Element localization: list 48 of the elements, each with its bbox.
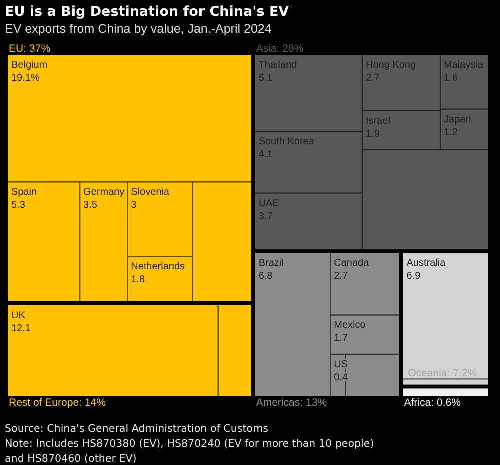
data-label: 2.7 — [366, 73, 380, 84]
category-label: Netherlands — [131, 262, 186, 273]
data-label: 1.8 — [131, 274, 146, 286]
data-label: 3.5 — [84, 200, 98, 212]
data-label: 3.7 — [258, 211, 274, 222]
category-label: Canada — [334, 258, 370, 269]
data-label: 4.1 — [258, 150, 274, 161]
data-label: 1.7 — [334, 333, 348, 344]
category-label: Belgium — [12, 60, 48, 71]
data-label: 5.3 — [12, 200, 26, 212]
category-label: Japan — [444, 114, 472, 126]
data-label: 5.1 — [258, 73, 274, 84]
series-label: Rest of Europe: — [9, 397, 82, 409]
data-label: 3 — [131, 200, 138, 212]
category-label: Brazil — [258, 258, 284, 269]
category-label: Slovenia — [131, 187, 170, 198]
text: 37% — [30, 43, 51, 55]
text: 28% — [282, 43, 304, 55]
data-label: 2.7 — [334, 270, 348, 282]
source-note: Source: China's General Administration of Customs — [5, 422, 270, 437]
text: EV exports from China by value, Jan.-April 2024 — [5, 22, 272, 36]
data-label: 19.1% — [12, 73, 40, 84]
category-label: Malaysia — [444, 60, 484, 71]
series-label: Asia: — [256, 43, 280, 55]
text: Note: Includes HS870380 (EV), HS870240 (EV for more than 10 people) and HS870460 (other EV) — [5, 437, 376, 465]
category-label: UAE — [258, 198, 280, 210]
category-label: Mexico — [334, 320, 366, 332]
data-label: 6.8 — [258, 270, 274, 282]
data-label: 12.1 — [12, 323, 32, 334]
series-label: Americas: — [256, 397, 304, 409]
text: 14% — [84, 397, 106, 409]
category-label: Australia — [406, 258, 446, 269]
category-label: UK — [12, 310, 26, 322]
data-label: 1.6 — [444, 73, 458, 84]
category-label: Israel — [366, 116, 390, 127]
legend-label: Africa: — [404, 397, 434, 409]
category-label: Hong Kong — [366, 60, 416, 71]
series-label: EU: — [9, 43, 27, 55]
text: EU is a Big Destination for China's EV — [5, 4, 290, 20]
category-label: Germany — [84, 187, 125, 198]
category-label: South Korea — [258, 136, 315, 148]
text: 0.6% — [437, 397, 461, 409]
category-label: Thailand — [258, 60, 298, 71]
data-label: 1.9 — [366, 128, 380, 140]
data-label: 6.9 — [406, 270, 422, 282]
category-label: Spain — [12, 187, 38, 198]
text: 13% — [306, 397, 328, 409]
data-label: 1.2 — [444, 127, 458, 138]
